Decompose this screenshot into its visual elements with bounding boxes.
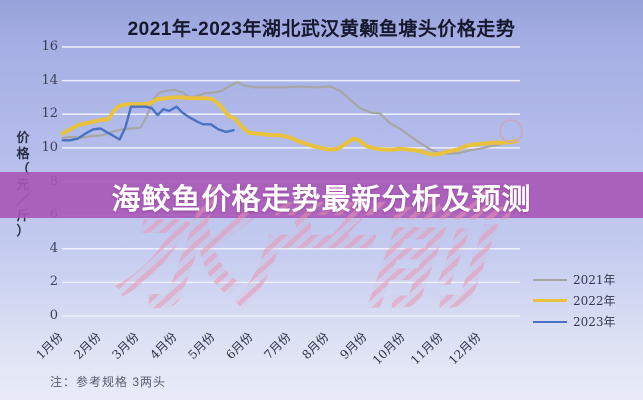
- legend-item-2021年: 2021年: [533, 269, 616, 290]
- overlay-banner-title: 海鲛鱼价格走势最新分析及预测: [111, 184, 532, 216]
- y-tick-label-4: 4: [49, 240, 58, 256]
- legend-line-swatch: [533, 278, 567, 281]
- legend-item-2022年: 2022年: [533, 290, 616, 311]
- series-line-2023年: [61, 105, 235, 142]
- legend-line-swatch: [533, 299, 567, 302]
- overlay-banner-background: [0, 172, 643, 218]
- y-tick-label-12: 12: [41, 106, 58, 122]
- series-line-2022年: [60, 95, 519, 157]
- spec-footnote: 注：参考规格 3两头: [50, 375, 167, 389]
- legend-label: 2022年: [573, 294, 616, 308]
- latest-price-circle-annotation: [499, 119, 523, 143]
- legend-label: 2021年: [573, 273, 616, 287]
- series-line-2021年: [61, 81, 518, 155]
- chart-legend: 2021年 2022年 2023年: [533, 269, 616, 332]
- y-tick-label-10: 10: [41, 139, 58, 155]
- legend-label: 2023年: [573, 315, 616, 329]
- legend-item-2023年: 2023年: [533, 311, 616, 332]
- chart-title: 2021年-2023年湖北武汉黄颡鱼塘头价格走势: [127, 19, 516, 40]
- y-tick-label-16: 16: [41, 39, 58, 54]
- y-tick-label-14: 14: [41, 72, 58, 88]
- y-tick-label-0: 0: [49, 308, 58, 323]
- y-tick-label-2: 2: [49, 274, 58, 290]
- legend-line-swatch: [533, 320, 567, 323]
